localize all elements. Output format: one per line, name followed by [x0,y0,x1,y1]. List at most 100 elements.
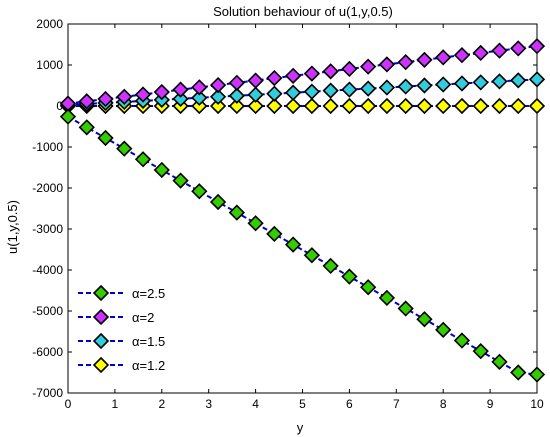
data-point [322,63,339,80]
data-point [97,129,114,147]
data-point [191,183,208,200]
data-point [360,58,377,75]
x-tick-label: 1 [112,397,119,411]
data-point [453,47,471,64]
data-point [491,353,508,370]
y-tick-label: 1000 [36,58,63,72]
axis-ticks: 0 1 2 3 4 5 6 7 8 9 10 -7000 -6000 -5000 -4000 -3000 -20… [32,17,544,411]
data-point [228,87,245,104]
data-point [416,51,433,69]
data-point [491,73,508,90]
data-point [453,332,471,349]
data-point [284,84,302,101]
data-point [397,97,414,115]
x-tick-label: 2 [158,397,165,411]
chart-title: Solution behaviour of u(1,y,0.5) [213,4,393,19]
data-point [341,97,358,115]
series-line [67,78,538,106]
data-point [228,204,245,221]
data-point [360,97,377,115]
data-point [510,97,527,115]
data-point [247,72,264,89]
data-point [510,72,527,89]
data-point [59,108,77,125]
legend: α=2.5 α=2 α=1.5 α=1.2 [78,284,165,374]
x-tick-label: 6 [346,397,353,411]
data-point [397,300,414,317]
data-point [266,85,283,102]
y-tick-label: -5000 [32,304,63,318]
legend-label: α=1.2 [132,358,165,373]
data-point [472,343,489,360]
data-point [341,60,358,78]
data-point [435,76,452,93]
data-point [397,78,414,95]
data-point [266,225,283,243]
data-point [528,97,546,115]
data-point [266,97,283,115]
data-point [397,53,414,71]
data-point [209,97,227,115]
series-α=2.5 [59,108,546,383]
data-point [247,215,264,232]
x-tick-label: 3 [205,397,212,411]
legend-label: α=1.5 [132,334,165,349]
y-tick-label: -3000 [32,222,63,236]
data-point [116,88,133,105]
x-tick-label: 8 [440,397,447,411]
data-point [303,83,321,100]
data-point [322,97,339,115]
data-point [416,97,433,115]
data-point [378,97,396,115]
data-point [341,81,358,98]
y-tick-label: -6000 [32,345,63,359]
legend-marker [92,332,110,350]
x-tick-label: 5 [299,397,306,411]
data-point [209,76,227,94]
x-tick-label: 4 [252,397,259,411]
x-tick-label: 10 [530,397,544,411]
data-point [153,161,170,179]
data-point [228,74,245,91]
x-axis-label: y [297,420,304,435]
y-axis-label: u(1,y,0.5) [5,200,20,254]
legend-label: α=2 [132,310,154,325]
y-tick-label: -2000 [32,181,63,195]
data-point [435,321,452,338]
legend-label: α=2.5 [132,286,165,301]
data-point [360,279,377,296]
data-point [322,82,339,99]
legend-marker [92,356,110,374]
legend-item: α=1.5 [78,332,165,350]
y-tick-label: -1000 [32,140,63,154]
data-point [284,97,302,115]
data-point [435,49,452,66]
data-point [172,90,189,107]
y-tick-label: 2000 [36,17,63,31]
data-point [322,257,339,275]
legend-marker [92,284,110,302]
x-tick-label: 7 [393,397,400,411]
data-point [97,90,114,108]
data-point [247,97,264,115]
data-point [510,40,527,57]
data-point [78,93,95,110]
data-point [191,97,208,115]
data-point [472,44,489,62]
series-α=2 [59,38,546,112]
data-point [284,236,302,253]
data-point [491,97,508,115]
data-point [116,140,133,157]
legend-item: α=1.2 [78,356,165,374]
data-point [247,86,264,103]
data-point [284,67,302,84]
data-point [472,97,489,115]
x-tick-label: 9 [487,397,494,411]
data-point [472,74,489,91]
data-point [172,172,189,189]
data-point [435,97,452,115]
data-point [303,247,321,264]
data-point [360,80,377,97]
data-point [528,71,546,88]
